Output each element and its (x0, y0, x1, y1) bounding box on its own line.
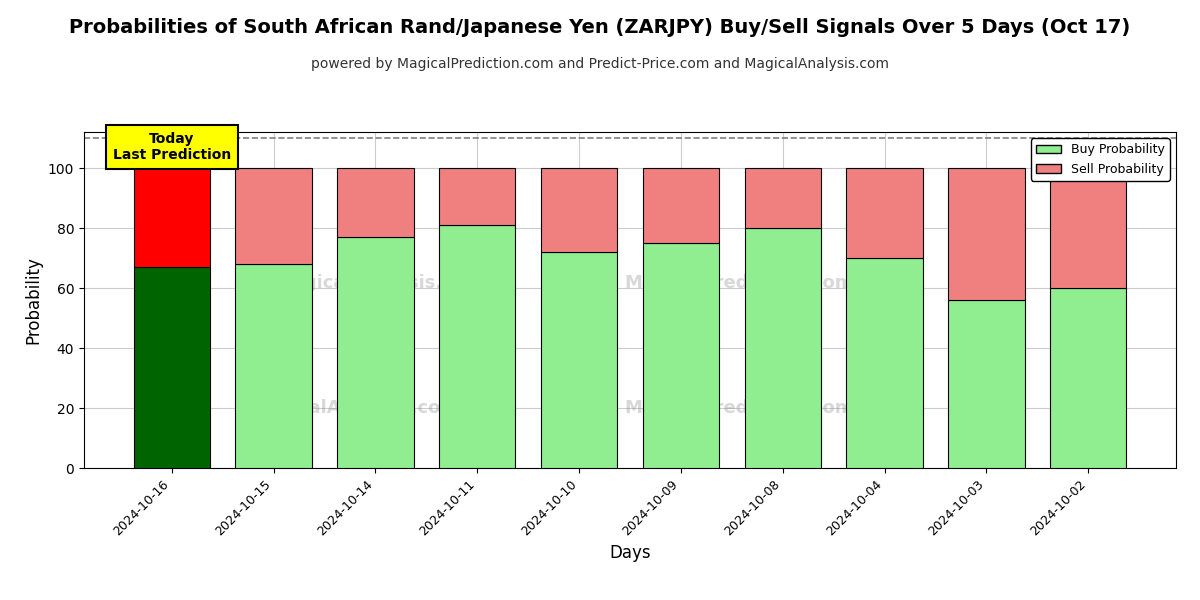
Text: calAnalysis.com: calAnalysis.com (299, 398, 460, 416)
Text: Today
Last Prediction: Today Last Prediction (113, 132, 230, 162)
Bar (439, 168, 516, 225)
X-axis label: Days: Days (610, 544, 650, 562)
Bar (337, 168, 414, 237)
Bar (643, 243, 719, 468)
Bar (643, 168, 719, 243)
Bar (133, 168, 210, 267)
Bar (948, 168, 1025, 300)
Bar (846, 258, 923, 468)
Bar (948, 300, 1025, 468)
Text: MagicalPrediction.com: MagicalPrediction.com (624, 274, 854, 292)
Text: MagicalAnalysis.com: MagicalAnalysis.com (274, 274, 484, 292)
Bar (1050, 288, 1127, 468)
Bar (744, 228, 821, 468)
Bar (541, 252, 617, 468)
Bar (235, 264, 312, 468)
Y-axis label: Probability: Probability (24, 256, 42, 344)
Legend: Buy Probability, Sell Probability: Buy Probability, Sell Probability (1031, 138, 1170, 181)
Bar (846, 168, 923, 258)
Bar (133, 267, 210, 468)
Bar (541, 168, 617, 252)
Bar (337, 237, 414, 468)
Text: powered by MagicalPrediction.com and Predict-Price.com and MagicalAnalysis.com: powered by MagicalPrediction.com and Pre… (311, 57, 889, 71)
Bar (1050, 168, 1127, 288)
Text: Probabilities of South African Rand/Japanese Yen (ZARJPY) Buy/Sell Signals Over : Probabilities of South African Rand/Japa… (70, 18, 1130, 37)
Bar (439, 225, 516, 468)
Bar (744, 168, 821, 228)
Text: MagicalPrediction.com: MagicalPrediction.com (624, 398, 854, 416)
Bar (235, 168, 312, 264)
